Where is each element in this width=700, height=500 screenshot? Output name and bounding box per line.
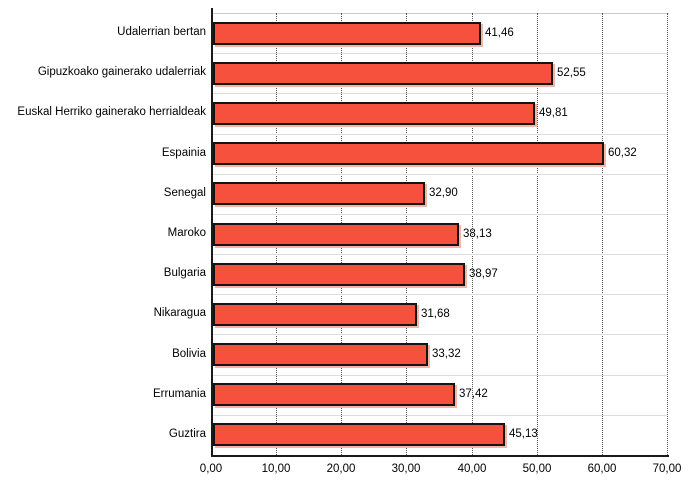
- category-label: Euskal Herriko gainerako herrialdeak: [17, 106, 206, 118]
- v-gridline: [472, 13, 473, 455]
- y-axis-line: [211, 8, 213, 457]
- bar-value-label: 49,81: [539, 107, 568, 119]
- bar-value-label: 52,55: [557, 67, 586, 79]
- h-gridline: [213, 415, 667, 416]
- category-label: Bolivia: [172, 348, 206, 360]
- h-gridline: [213, 254, 667, 255]
- category-label: Errumania: [152, 388, 206, 400]
- x-axis-line: [211, 455, 669, 457]
- bar: [213, 62, 553, 85]
- x-tick-label: 40,00: [457, 463, 487, 475]
- bar: [213, 263, 465, 286]
- x-tick-label: 60,00: [587, 463, 617, 475]
- x-tick-label: 70,00: [652, 463, 682, 475]
- h-gridline: [213, 134, 667, 135]
- v-gridline: [667, 13, 668, 455]
- h-gridline: [213, 334, 667, 335]
- h-gridline: [213, 375, 667, 376]
- bar-value-label: 32,90: [429, 187, 458, 199]
- category-label: Senegal: [163, 187, 206, 199]
- bar-value-label: 45,13: [509, 428, 538, 440]
- category-label: Gipuzkoako gainerako udalerriak: [37, 66, 206, 78]
- v-gridline: [537, 13, 538, 455]
- x-tick-label: 30,00: [391, 463, 421, 475]
- bar-value-label: 41,46: [485, 27, 514, 39]
- category-label: Espainia: [161, 147, 206, 159]
- bar: [213, 142, 604, 165]
- x-tick-label: 10,00: [261, 463, 291, 475]
- category-label: Bulgaria: [163, 267, 206, 279]
- h-gridline: [213, 93, 667, 94]
- category-label: Udalerrian bertan: [117, 26, 206, 38]
- h-gridline: [213, 53, 667, 54]
- bar: [213, 383, 455, 406]
- category-label: Nikaragua: [153, 307, 206, 319]
- bar-value-label: 33,32: [432, 348, 461, 360]
- h-gridline: [213, 294, 667, 295]
- bar: [213, 303, 417, 326]
- category-label: Maroko: [167, 227, 206, 239]
- bar: [213, 343, 428, 366]
- plot-top-border: [211, 13, 669, 14]
- bar-value-label: 38,97: [469, 268, 498, 280]
- h-gridline: [213, 214, 667, 215]
- bar-value-label: 31,68: [421, 308, 450, 320]
- bar-value-label: 37,42: [459, 388, 488, 400]
- h-gridline: [213, 174, 667, 175]
- bar: [213, 22, 481, 45]
- v-gridline: [602, 13, 603, 455]
- x-tick-label: 20,00: [326, 463, 356, 475]
- x-tick-label: 0,00: [199, 463, 223, 475]
- category-label: Guztira: [168, 428, 206, 440]
- bar: [213, 223, 459, 246]
- bar: [213, 182, 425, 205]
- bar-value-label: 38,13: [463, 228, 492, 240]
- bar: [213, 102, 535, 125]
- bar: [213, 423, 505, 446]
- bar-value-label: 60,32: [608, 147, 637, 159]
- x-tick-label: 50,00: [522, 463, 552, 475]
